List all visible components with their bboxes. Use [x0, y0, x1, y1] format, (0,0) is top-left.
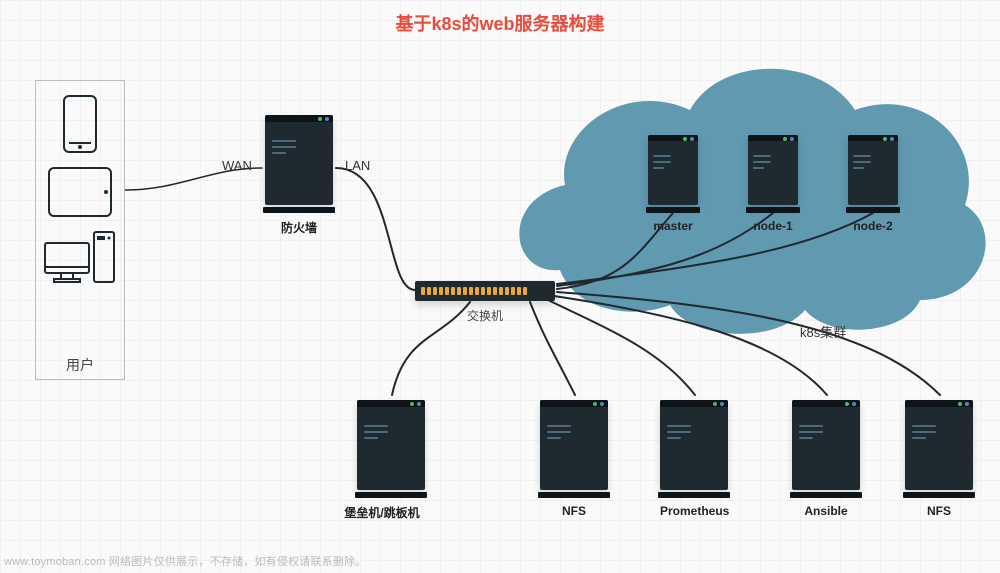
user-box: 用户 [35, 80, 125, 380]
connector-switch-nfs2 [557, 292, 940, 395]
nfs1-label: NFS [540, 504, 608, 518]
prometheus-label: Prometheus [660, 504, 729, 518]
lan-label: LAN [345, 158, 370, 173]
k8s-node2-node: node-2 [848, 135, 898, 233]
k8s-master-node: master [648, 135, 698, 233]
connector-switch-node2 [557, 213, 873, 284]
switch-icon [415, 281, 555, 301]
server-icon [648, 135, 698, 205]
k8s-node2-label: node-2 [848, 219, 898, 233]
server-icon [848, 135, 898, 205]
ansible-node: Ansible [792, 400, 860, 518]
prometheus-node: Prometheus [660, 400, 729, 518]
desktop-icon [44, 231, 116, 289]
tablet-icon [48, 167, 112, 217]
diagram-title: 基于k8s的web服务器构建 [0, 10, 1000, 36]
nfs2-label: NFS [905, 504, 973, 518]
bastion-label: 堡垒机/跳板机 [339, 504, 425, 521]
server-icon [905, 400, 973, 490]
firewall-label: 防火墙 [265, 219, 333, 236]
phone-icon [63, 95, 97, 153]
switch-label: 交换机 [415, 307, 555, 324]
watermark-text: www.toymoban.com 网络图片仅供展示，不存储，如有侵权请联系删除。 [4, 553, 366, 569]
server-icon [660, 400, 728, 490]
switch-node: 交换机 [415, 281, 555, 324]
k8s-cluster-label: k8s集群 [800, 322, 846, 341]
connector-switch-ansible [554, 296, 827, 395]
k8s-master-label: master [648, 219, 698, 233]
k8s-node1-node: node-1 [748, 135, 798, 233]
k8s-node1-label: node-1 [748, 219, 798, 233]
server-icon [265, 115, 333, 205]
connector-switch-prom [548, 300, 695, 395]
wan-label: WAN [222, 158, 252, 173]
firewall-node: 防火墙 [265, 115, 333, 236]
server-icon [357, 400, 425, 490]
nfs1-node: NFS [540, 400, 608, 518]
server-icon [540, 400, 608, 490]
connector-firewall-switch [336, 168, 415, 290]
user-label: 用户 [36, 355, 124, 375]
nfs2-node: NFS [905, 400, 973, 518]
server-icon [748, 135, 798, 205]
ansible-label: Ansible [792, 504, 860, 518]
bastion-node: 堡垒机/跳板机 [357, 400, 425, 521]
server-icon [792, 400, 860, 490]
